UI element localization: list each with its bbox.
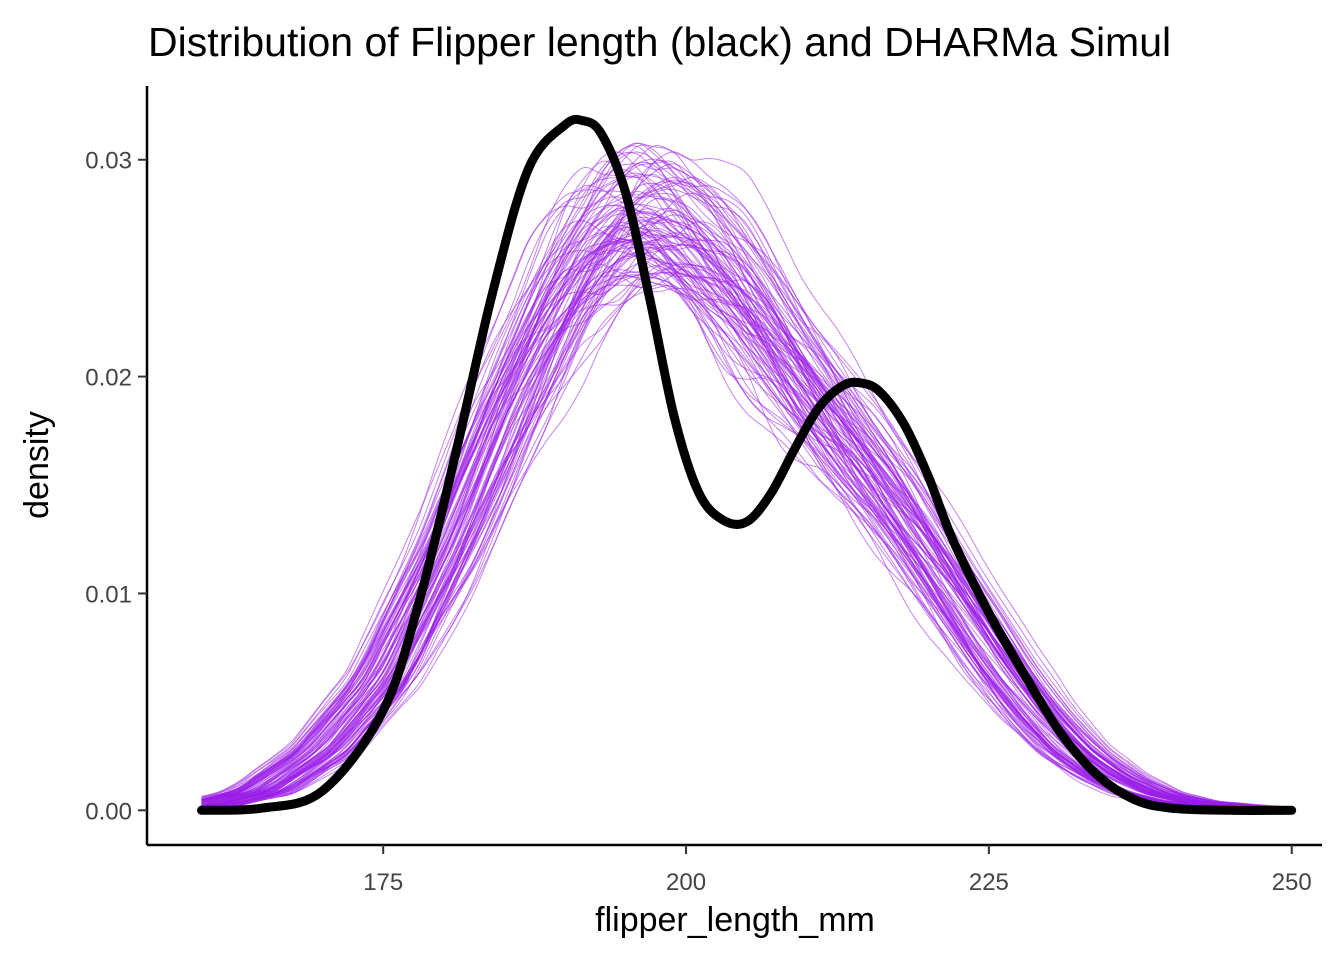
y-tick-label: 0.01 xyxy=(85,581,132,608)
simulated-density-line xyxy=(201,274,1292,810)
x-tick-label: 250 xyxy=(1272,869,1312,896)
simulated-density-line xyxy=(201,192,1292,809)
x-tick-label: 175 xyxy=(363,869,403,896)
x-axis: 175 200 225 250 xyxy=(363,845,1312,896)
simulated-density-line xyxy=(201,278,1292,809)
x-axis-title: flipper_length_mm xyxy=(595,901,875,939)
simulated-density-line xyxy=(201,220,1292,809)
observed-series xyxy=(197,114,1297,815)
simulated-density-line xyxy=(201,182,1292,809)
y-tick-label: 0.00 xyxy=(85,798,132,825)
y-axis: 0.00 0.01 0.02 0.03 xyxy=(85,148,147,825)
simulated-series xyxy=(201,142,1292,810)
observed-density-line xyxy=(197,114,1297,815)
simulated-density-line xyxy=(201,262,1292,809)
simulated-density-line xyxy=(201,263,1292,809)
y-axis-title: density xyxy=(18,411,56,519)
simulated-density-line xyxy=(201,181,1292,808)
simulated-density-line xyxy=(201,243,1292,809)
chart-title: Distribution of Flipper length (black) a… xyxy=(148,19,1171,65)
simulated-density-line xyxy=(201,232,1292,809)
simulated-density-line xyxy=(201,216,1292,809)
y-tick-label: 0.02 xyxy=(85,365,132,392)
simulated-density-line xyxy=(201,245,1292,808)
simulated-density-line xyxy=(201,142,1292,809)
simulated-density-line xyxy=(201,160,1292,809)
x-tick-label: 200 xyxy=(666,869,706,896)
x-tick-label: 225 xyxy=(969,869,1009,896)
y-tick-label: 0.03 xyxy=(85,148,132,175)
